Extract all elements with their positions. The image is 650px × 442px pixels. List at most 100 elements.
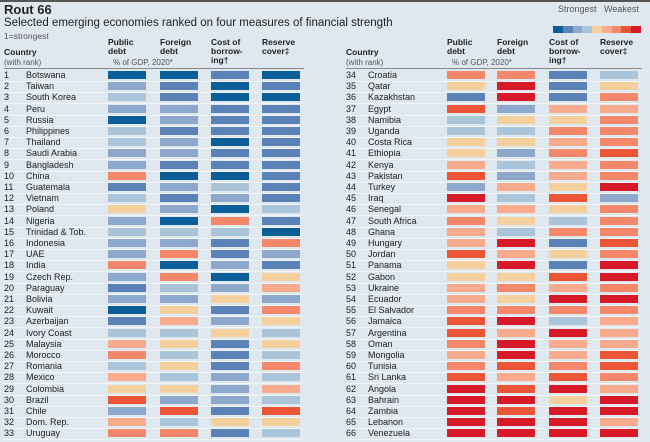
country-rank: 6 — [4, 126, 10, 136]
heatmap-cell — [549, 362, 587, 371]
heatmap-cell — [108, 160, 146, 169]
table-row: 33 Uruguay — [4, 428, 302, 441]
heatmap-cell — [600, 93, 638, 102]
heatmap-cell — [447, 362, 485, 371]
table-row: 55 El Salvador — [346, 305, 640, 318]
heatmap-cell — [108, 171, 146, 180]
heatmap-cell — [160, 183, 198, 191]
table-row: 2 Taiwan — [4, 81, 302, 94]
heatmap-cell — [549, 407, 587, 415]
heatmap-cell — [497, 395, 535, 404]
heatmap-cell — [160, 104, 198, 113]
heatmap-cell — [600, 272, 638, 281]
heatmap-cell — [262, 160, 300, 169]
table-row: 46 Senegal — [346, 204, 640, 217]
table-row: 31 Chile — [4, 406, 302, 418]
heatmap-cell — [549, 283, 587, 292]
heatmap-cell — [497, 171, 535, 180]
heatmap-cell — [549, 239, 587, 247]
country-name: Zambia — [368, 406, 399, 416]
heatmap-cell — [211, 384, 249, 393]
heatmap-cell — [447, 239, 485, 247]
country-name: Taiwan — [26, 81, 55, 92]
country-rank: 8 — [4, 148, 10, 159]
heatmap-cell — [108, 351, 146, 359]
table-row: 53 Ukraine — [346, 283, 640, 295]
heatmap-cell — [600, 239, 638, 247]
heatmap-cell — [447, 418, 485, 427]
heatmap-cell — [549, 429, 587, 438]
heatmap-cell — [211, 82, 249, 91]
heatmap-cell — [549, 339, 587, 348]
heatmap-cell — [600, 194, 638, 203]
heatmap-cell — [211, 104, 249, 113]
heatmap-cell — [600, 362, 638, 371]
table-row: 44 Turkey — [346, 182, 640, 194]
heatmap-cell — [108, 295, 146, 303]
country-rank: 58 — [346, 338, 357, 349]
heatmap-cell — [108, 418, 146, 427]
country-rank: 29 — [4, 383, 15, 394]
heatmap-cell — [108, 216, 146, 225]
heatmap-cell — [549, 194, 587, 203]
country-name: Ecuador — [368, 294, 402, 304]
table-row: 20 Paraguay — [4, 283, 302, 295]
country-rank: 11 — [4, 182, 14, 192]
heatmap-cell — [447, 429, 485, 438]
country-name: Tunisia — [368, 361, 397, 372]
heatmap-cell — [160, 239, 198, 247]
country-rank: 18 — [4, 260, 15, 271]
heatmap-cell — [447, 194, 485, 203]
country-rank: 66 — [346, 428, 357, 439]
heatmap-cell — [160, 429, 198, 438]
country-rank: 25 — [4, 338, 15, 349]
heatmap-cell — [160, 407, 198, 415]
heatmap-cell — [108, 407, 146, 415]
country-name: Namibia — [368, 114, 402, 125]
heatmap-cell — [262, 205, 300, 214]
heatmap-cell — [497, 183, 535, 191]
heatmap-cell — [497, 283, 535, 292]
heatmap-cell — [600, 407, 638, 415]
country-rank: 10 — [4, 170, 15, 181]
heatmap-cell — [108, 82, 146, 91]
country-name: Russia — [26, 114, 54, 125]
country-rank: 31 — [4, 406, 15, 416]
country-rank: 60 — [346, 361, 357, 372]
country-rank: 30 — [4, 394, 15, 405]
heatmap-cell — [211, 328, 249, 337]
heatmap-cell — [447, 395, 485, 404]
heatmap-cell — [497, 261, 535, 270]
country-name: Guatemala — [26, 182, 71, 192]
heatmap-cell — [262, 272, 300, 281]
heatmap-cell — [108, 227, 146, 236]
heatmap-cell — [262, 395, 300, 404]
country-name: Angola — [368, 383, 397, 394]
heatmap-cell — [108, 339, 146, 348]
heatmap-cell — [262, 407, 300, 415]
heatmap-cell — [447, 317, 485, 326]
table-row: 32 Dom. Rep. — [4, 417, 302, 430]
heatmap-cell — [160, 216, 198, 225]
country-name: Dom. Rep. — [26, 417, 70, 428]
country-name: Brazil — [26, 394, 49, 405]
country-rank: 36 — [346, 92, 357, 103]
heatmap-cell — [211, 272, 249, 281]
country-name: Lebanon — [368, 417, 404, 428]
country-name: Turkey — [368, 182, 396, 192]
country-name: Egypt — [368, 103, 392, 114]
heatmap-cell — [600, 138, 638, 147]
country-name: South Korea — [26, 92, 77, 103]
heatmap-cell — [600, 250, 638, 259]
heatmap-cell — [600, 373, 638, 382]
heatmap-cell — [497, 160, 535, 169]
heatmap-cell — [262, 216, 300, 225]
table-row: 16 Indonesia — [4, 238, 302, 250]
country-rank: 55 — [346, 305, 357, 316]
heatmap-cell — [160, 384, 198, 393]
heatmap-cell — [211, 407, 249, 415]
heatmap-cell — [160, 160, 198, 169]
country-rank: 21 — [4, 294, 15, 304]
heatmap-cell — [262, 194, 300, 203]
country-name: Uruguay — [26, 428, 61, 439]
